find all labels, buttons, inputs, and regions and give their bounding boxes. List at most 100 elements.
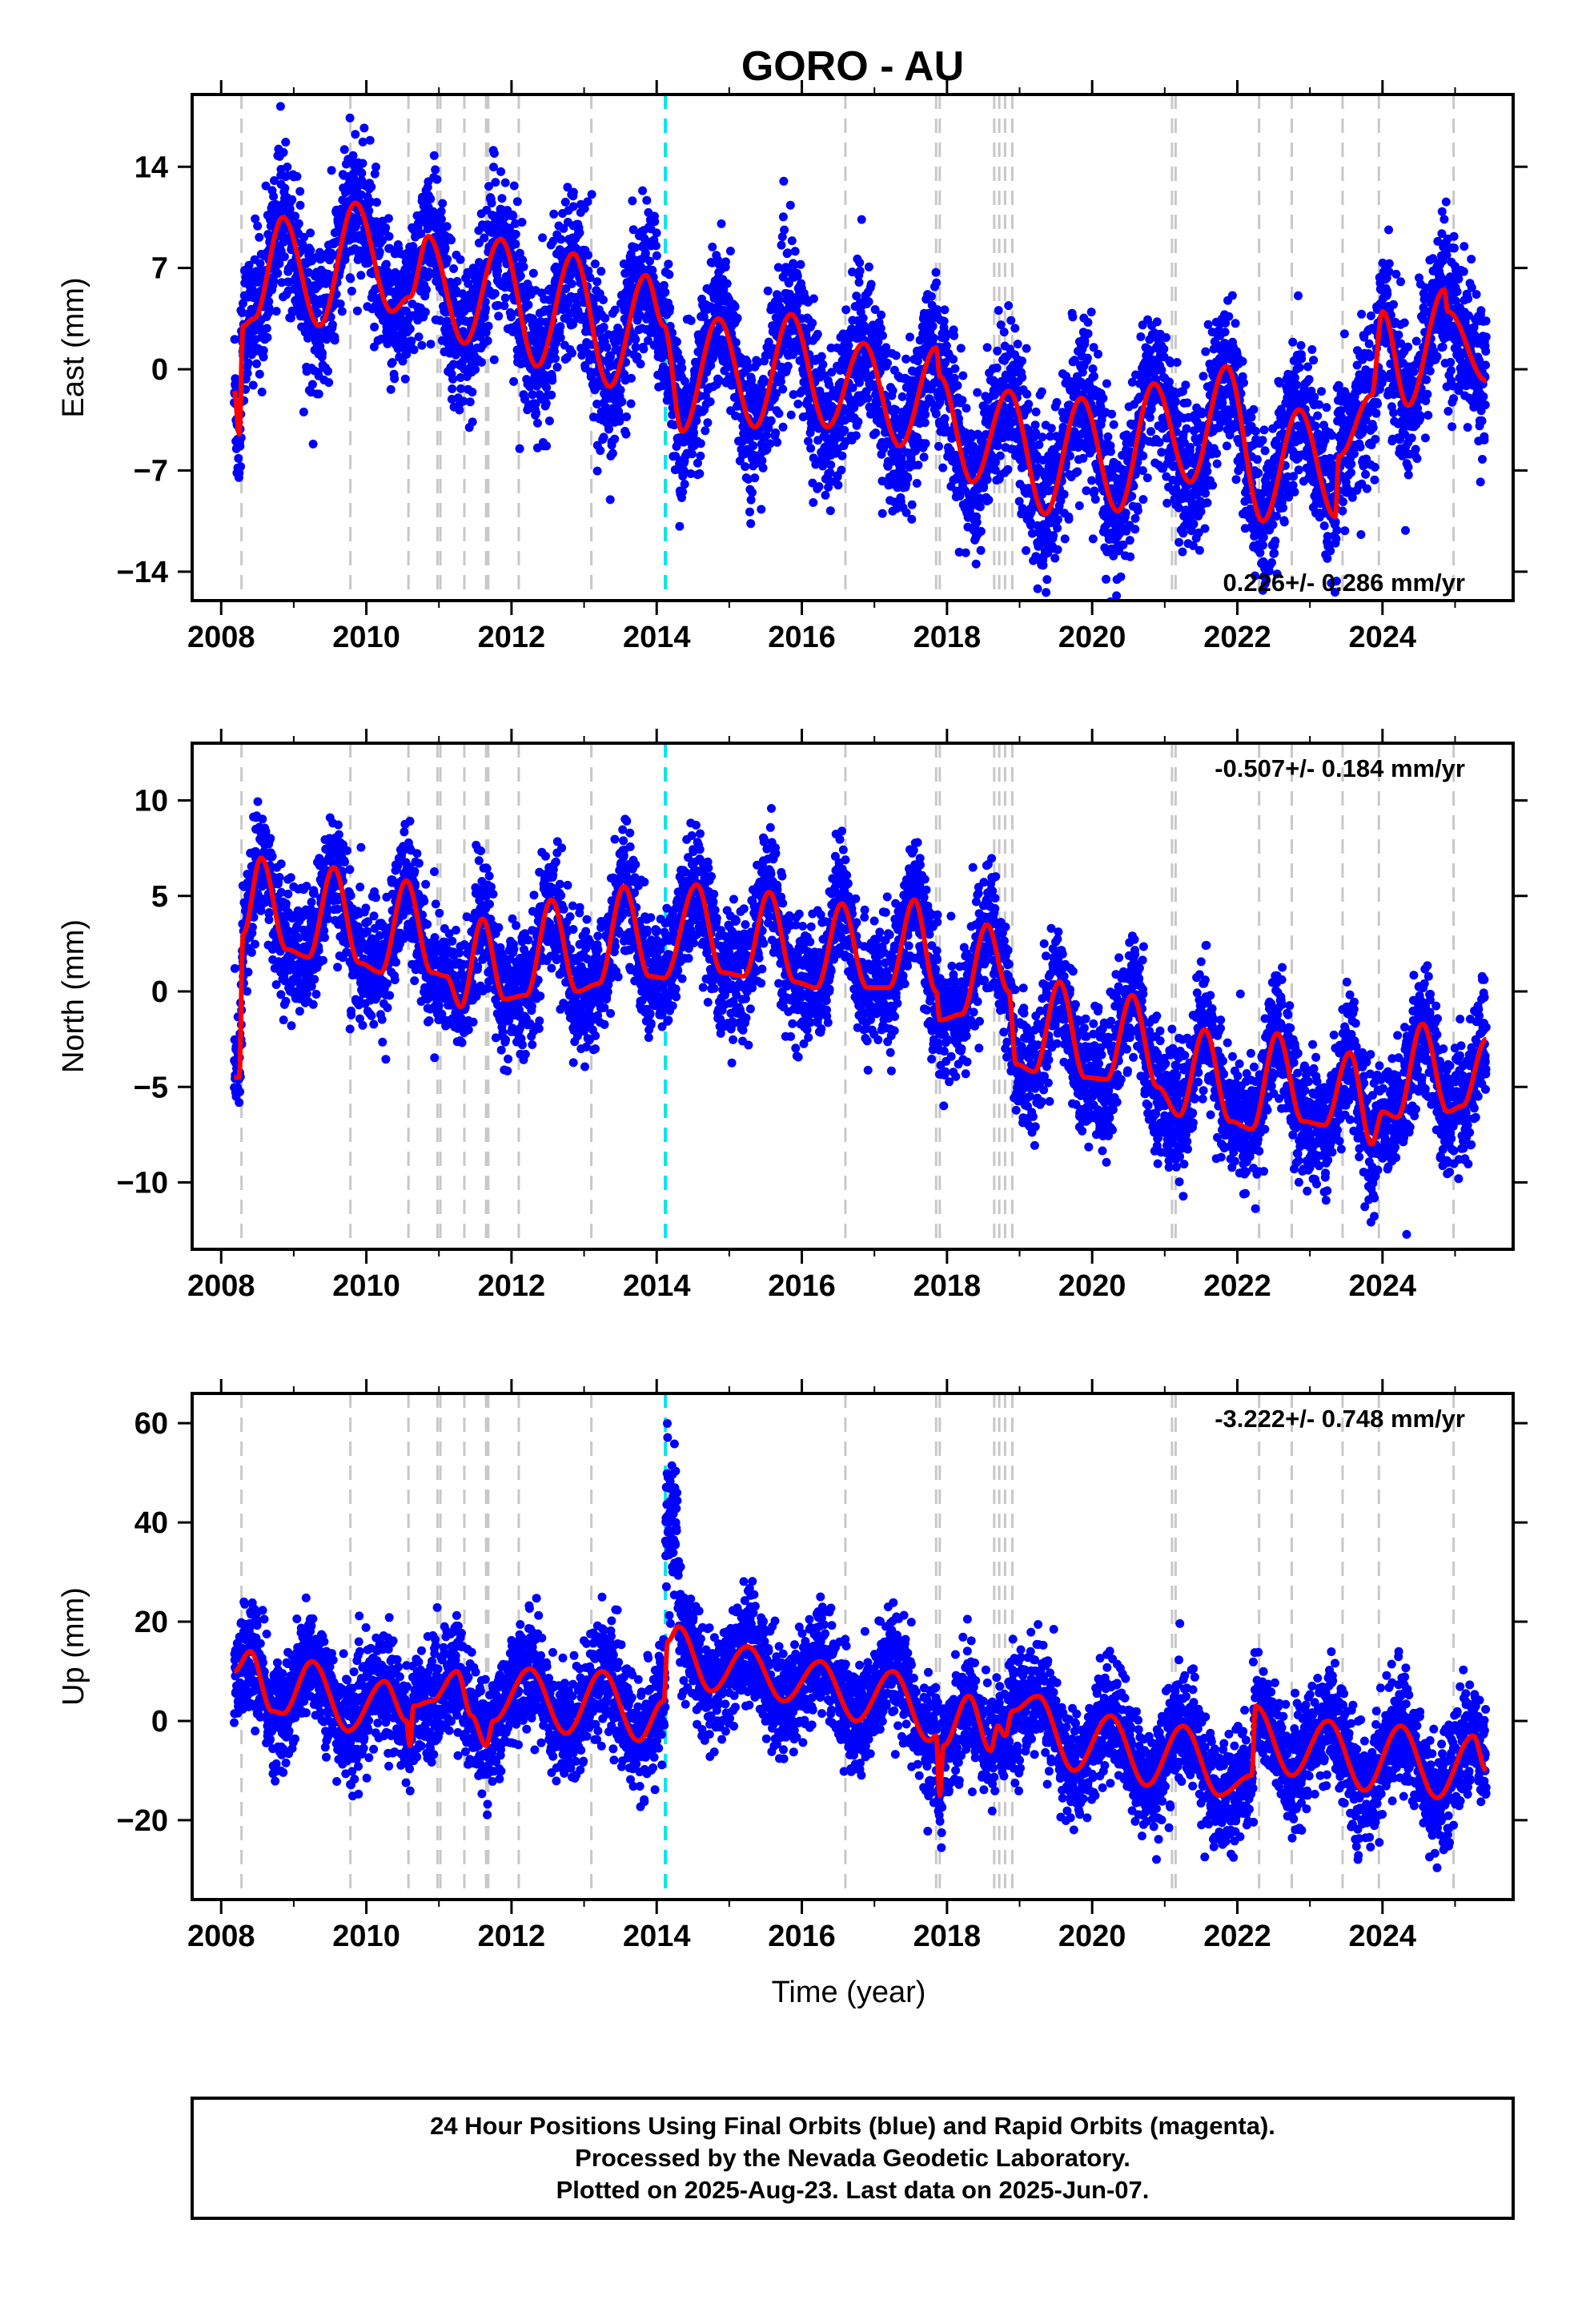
data-point (313, 308, 323, 318)
data-point (994, 306, 1003, 316)
data-point (652, 228, 661, 238)
data-point (1090, 495, 1100, 504)
data-point (371, 163, 380, 171)
data-point (837, 451, 847, 460)
data-point (1082, 486, 1091, 496)
data-point (489, 355, 499, 364)
data-point (973, 388, 982, 397)
data-point (330, 336, 339, 345)
data-point (826, 460, 836, 469)
data-point (665, 303, 675, 312)
data-point (261, 181, 271, 191)
data-point (279, 147, 288, 157)
data-point (757, 505, 766, 514)
data-point (717, 219, 726, 228)
data-point (622, 412, 631, 421)
data-point (808, 319, 817, 328)
data-point (599, 432, 608, 442)
data-point (599, 296, 608, 304)
data-point (913, 460, 923, 470)
data-point (1103, 432, 1113, 441)
data-point (621, 429, 631, 439)
data-point (500, 178, 510, 187)
data-point (774, 408, 784, 418)
data-point (809, 294, 818, 304)
data-point (358, 137, 367, 147)
data-point (295, 187, 305, 196)
data-point (273, 268, 283, 278)
data-point (642, 195, 652, 205)
chart-title: GORO - AU (741, 43, 964, 90)
data-point (1133, 506, 1142, 515)
data-point (705, 397, 715, 407)
data-point (864, 262, 873, 271)
data-point (487, 199, 496, 207)
data-point (281, 138, 291, 147)
data-point (252, 359, 261, 368)
data-point (958, 396, 967, 405)
data-point (1195, 545, 1204, 555)
data-point (551, 354, 560, 364)
data-point (500, 301, 509, 311)
data-point (248, 380, 258, 390)
data-point (708, 242, 717, 251)
data-point (982, 343, 992, 352)
data-point (953, 380, 962, 390)
data-point (1090, 486, 1099, 496)
data-point (876, 324, 885, 333)
data-point (931, 267, 941, 277)
data-point (327, 166, 336, 175)
data-point (858, 313, 868, 323)
data-point (259, 352, 268, 362)
data-point (604, 424, 613, 434)
data-point (324, 378, 334, 388)
data-point (680, 480, 689, 489)
data-point (878, 331, 887, 340)
data-point (1130, 525, 1140, 534)
data-point (1107, 409, 1117, 419)
data-point (381, 223, 391, 232)
data-point (672, 337, 681, 347)
data-point (508, 211, 518, 221)
data-point (292, 171, 302, 181)
data-point (544, 416, 554, 426)
data-point (1152, 317, 1162, 327)
data-point (346, 274, 355, 283)
data-point (1088, 364, 1098, 373)
data-point (600, 313, 610, 323)
data-point (1038, 561, 1048, 570)
data-point (471, 364, 480, 374)
data-point (605, 495, 615, 505)
data-point (407, 336, 416, 346)
data-point (230, 335, 239, 344)
data-point (1212, 448, 1222, 458)
data-point (398, 356, 408, 366)
data-point (857, 215, 866, 224)
data-point (548, 236, 558, 246)
data-point (976, 527, 986, 536)
data-point (763, 286, 773, 296)
data-point (1126, 552, 1135, 561)
data-point (809, 498, 818, 507)
data-point (696, 439, 705, 448)
data-point (541, 399, 551, 408)
data-point (926, 292, 936, 301)
data-point (440, 243, 450, 253)
data-point (452, 276, 462, 286)
data-point (651, 241, 661, 251)
data-point (269, 276, 279, 286)
data-point (971, 559, 981, 569)
data-point (490, 289, 500, 298)
data-point (284, 277, 294, 287)
data-point (528, 390, 537, 400)
data-point (456, 255, 465, 264)
data-point (556, 322, 565, 332)
data-point (405, 324, 415, 334)
data-point (617, 397, 627, 407)
data-point (833, 480, 843, 490)
data-point (414, 332, 424, 342)
data-point (370, 169, 379, 179)
data-point (455, 405, 464, 415)
data-point (459, 396, 468, 406)
data-point (563, 183, 572, 192)
